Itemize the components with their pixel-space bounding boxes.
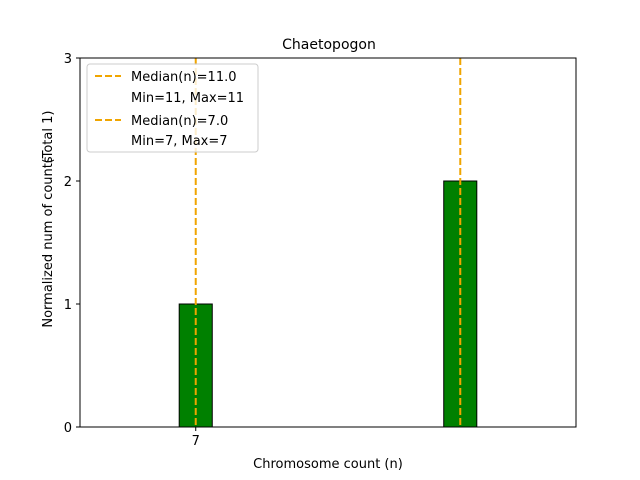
y-tick-label: 0 [64, 421, 72, 436]
plot-frame [79, 57, 577, 428]
x-tick-label: 7 [192, 434, 200, 449]
y-tick-label: 3 [64, 52, 72, 67]
legend-label-median-1: Median(n)=11.0 [131, 70, 237, 85]
chart-title: Chaetopogon [282, 37, 376, 53]
legend-label-range-1: Min=11, Max=11 [131, 91, 244, 106]
x-axis-label: Chromosome count (n) [253, 457, 403, 472]
y-axis-label-note: (Total 1) [41, 111, 56, 164]
y-tick-label: 2 [64, 175, 72, 190]
legend-box [86, 63, 259, 153]
y-axis-label: Normalized num of counts [41, 156, 56, 327]
legend-label-range-2: Min=7, Max=7 [131, 134, 228, 149]
y-axis-ticks: 0 1 2 3 [64, 52, 80, 436]
x-axis-ticks: 7 [192, 427, 200, 449]
y-tick-label: 1 [64, 298, 72, 313]
legend-label-median-2: Median(n)=7.0 [131, 114, 228, 129]
legend: Median(n)=11.0 Min=11, Max=11 Median(n)=… [86, 63, 259, 153]
